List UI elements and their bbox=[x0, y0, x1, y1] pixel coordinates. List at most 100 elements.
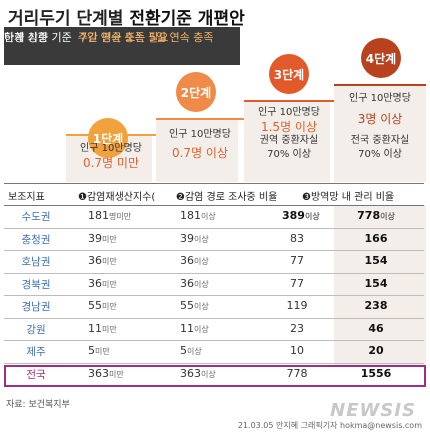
region-name: 경남권 bbox=[21, 301, 51, 313]
table-row: 충청권 39미만 39이상 83 166 bbox=[0, 228, 430, 250]
table-top-rule bbox=[4, 183, 424, 184]
header-col3: ❸방역망 내 관리 비율 bbox=[302, 192, 395, 203]
step4-value: 166 bbox=[364, 231, 388, 245]
step4-value: 20 bbox=[368, 344, 384, 357]
region-name: 강원 bbox=[26, 323, 46, 336]
row-divider bbox=[4, 362, 424, 364]
criteria-up-value: 주간 평균 또는 5일 연속 충족 bbox=[77, 31, 214, 44]
step2-suffix: 이상 bbox=[194, 302, 209, 311]
step1-suffix: 미만 bbox=[95, 347, 110, 356]
page-title: 거리두기 단계별 전환기준 개편안 bbox=[8, 4, 245, 29]
step3-badge: 3단계 bbox=[269, 54, 309, 94]
credit-line: 21.03.05 안지혜 그래픽기자 hokma@newsis.com bbox=[237, 421, 422, 430]
cell-step3: 119 bbox=[282, 299, 312, 312]
cell-step2: 11이상 bbox=[180, 322, 209, 335]
table-row: 강원 11미만 11이상 23 46 bbox=[0, 318, 430, 340]
cell-step1: 181명미만 bbox=[88, 209, 131, 222]
table-row: 수도권 181명미만 181이상 389이상 778이상 bbox=[0, 205, 430, 227]
step3-value: 77 bbox=[290, 276, 304, 290]
cell-step1: 36미만 bbox=[88, 277, 117, 290]
row-divider bbox=[4, 227, 424, 229]
cell-step1: 11미만 bbox=[88, 322, 117, 335]
step1-suffix: 미만 bbox=[102, 302, 117, 311]
watermark-logo: NEWSIS bbox=[330, 400, 416, 421]
step1-line2: 0.7명 미만 bbox=[82, 156, 140, 170]
step4-value: 154 bbox=[364, 254, 388, 267]
table-header-rule bbox=[4, 205, 424, 206]
criteria-box: 단계 상향 기준 주간 평균 또는 5일 연속 충족 하향 기준 7일 연속 충족 … bbox=[4, 27, 240, 65]
cell-step4: 46 bbox=[356, 322, 396, 335]
step1-value: 39 bbox=[88, 231, 102, 245]
step4-line2: 3명 이상 bbox=[357, 112, 403, 126]
region-name: 수도권 bbox=[21, 211, 51, 223]
table-row: 호남권 36미만 36이상 77 154 bbox=[0, 250, 430, 272]
step2-line2: 0.7명 이상 bbox=[171, 146, 229, 160]
row-divider bbox=[4, 272, 424, 274]
row-divider bbox=[4, 250, 424, 251]
step3-label: 3단계 bbox=[273, 67, 305, 82]
step1-suffix: 미만 bbox=[102, 324, 117, 334]
step1-value: 55 bbox=[88, 299, 102, 312]
step2-value: 36 bbox=[180, 276, 194, 290]
step4-line3: 전국 중환자실 bbox=[350, 135, 410, 146]
region-name: 호남권 bbox=[21, 256, 51, 268]
step2-value: 181 bbox=[180, 209, 201, 222]
step3-line1: 인구 10만명당 bbox=[258, 107, 320, 118]
step2-suffix: 이상 bbox=[201, 212, 216, 221]
cell-step4: 778이상 bbox=[356, 209, 396, 222]
step2-suffix: 이상 bbox=[187, 347, 202, 356]
region-name: 제주 bbox=[26, 346, 46, 358]
title-part2: 전환기준 개편안 bbox=[129, 9, 245, 29]
header-col0: 보조지표 bbox=[8, 192, 45, 203]
row-divider bbox=[4, 295, 424, 296]
cell-step3: 83 bbox=[282, 232, 312, 245]
step1-line1: 인구 10만명당 bbox=[80, 143, 142, 154]
region-name: 경북권 bbox=[21, 278, 51, 291]
step4-content: 인구 10만명당 3명 이상 전국 중환자실 70% 이상 bbox=[334, 92, 426, 162]
step1-suffix: 미만 bbox=[102, 234, 117, 244]
row-divider bbox=[4, 317, 424, 319]
row-divider bbox=[4, 340, 424, 341]
step1-suffix: 미만 bbox=[102, 279, 117, 289]
cell-step2: 55이상 bbox=[180, 299, 209, 312]
step4-bg bbox=[334, 86, 426, 182]
region-name: 전국 bbox=[26, 368, 46, 381]
step3-value: 10 bbox=[290, 344, 304, 357]
cell-step2: 363이상 bbox=[180, 367, 216, 380]
cell-step4: 1556 bbox=[356, 367, 396, 380]
step2-value: 11 bbox=[180, 321, 194, 335]
step4-strip bbox=[334, 84, 426, 86]
cell-step4: 154 bbox=[356, 254, 396, 267]
step3-value: 83 bbox=[290, 231, 304, 245]
table-row: 전국 363 미만 363이상 778 1556 bbox=[0, 363, 430, 385]
table-row: 제주 5미만 5이상 10 20 bbox=[0, 340, 430, 362]
step1-suffix: 미만 bbox=[109, 369, 124, 379]
step3-line4: 70% 이상 bbox=[267, 149, 311, 160]
step1-value: 36 bbox=[88, 276, 102, 290]
step1-value: 5 bbox=[88, 344, 95, 357]
criteria-down-row: 하향 기준 7일 연속 충족 필요 bbox=[4, 30, 430, 52]
cell-step3: 389이상 bbox=[282, 209, 320, 222]
step3-content: 인구 10만명당 1.5명 이상 권역 중환자실 70% 이상 bbox=[244, 106, 334, 162]
cell-step3: 77 bbox=[282, 254, 312, 267]
criteria-down-value: 7일 연속 충족 필요 bbox=[79, 31, 169, 44]
step2-bg bbox=[156, 120, 238, 182]
step2-value: 363 bbox=[180, 366, 201, 380]
cell-step3: 778 bbox=[282, 367, 312, 380]
step3-value: 389 bbox=[282, 209, 305, 222]
step2-line1: 인구 10만명당 bbox=[169, 129, 231, 140]
step2-value: 39 bbox=[180, 231, 194, 245]
step2-badge: 2단계 bbox=[176, 72, 216, 112]
step3-value: 778 bbox=[286, 366, 308, 380]
step2-suffix: 이상 bbox=[194, 324, 209, 334]
step2-strip bbox=[156, 118, 244, 120]
table-header: 보조지표 ❶감염재생산지수( ❷감염 경로 조사중 비율 ❸방역망 내 관리 비… bbox=[0, 183, 430, 205]
cell-step4: 154 bbox=[356, 277, 396, 290]
cell-step1: 36미만 bbox=[88, 254, 117, 267]
step1-badge: 1단계 bbox=[88, 118, 128, 158]
step3-suffix: 이상 bbox=[304, 212, 320, 221]
step2-value: 36 bbox=[180, 254, 194, 267]
cell-step3: 77 bbox=[282, 277, 312, 290]
step4-value: 46 bbox=[368, 321, 384, 335]
step3-bg bbox=[244, 102, 330, 182]
